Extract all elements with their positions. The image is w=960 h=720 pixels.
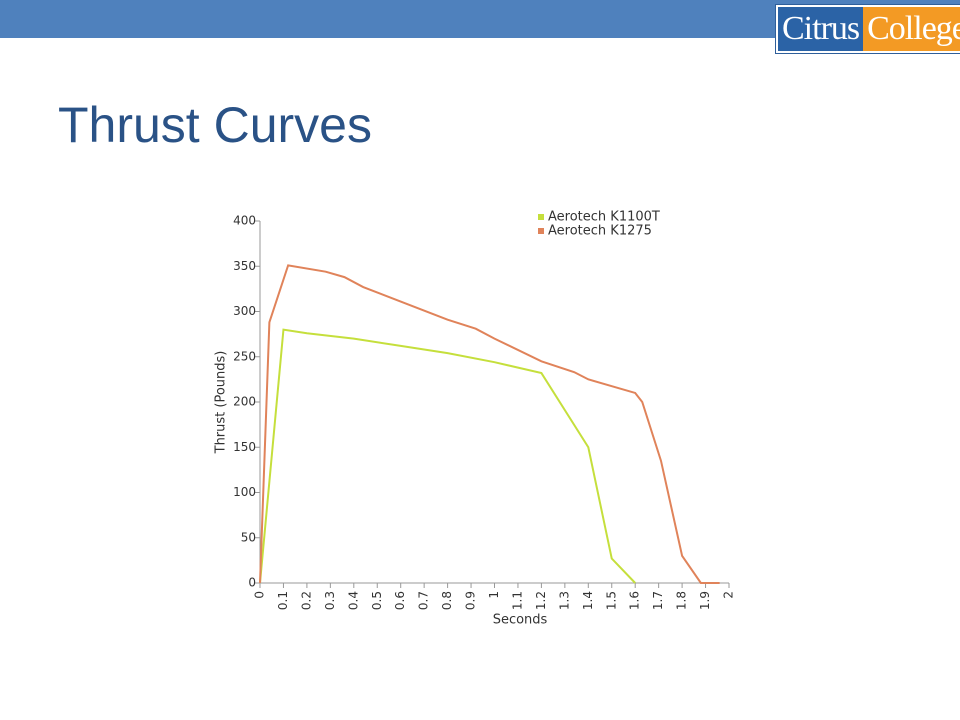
y-tick-label: 400 bbox=[233, 214, 256, 228]
slide-title: Thrust Curves bbox=[58, 97, 372, 153]
y-tick-label: 50 bbox=[241, 530, 256, 544]
y-tick-label: 200 bbox=[233, 395, 256, 409]
legend-label: Aerotech K1275 bbox=[548, 224, 652, 239]
legend-label: Aerotech K1100T bbox=[548, 210, 660, 225]
logo: Citrus College bbox=[775, 4, 960, 54]
x-tick-label: 1.9 bbox=[698, 591, 712, 610]
x-tick-label: 0.7 bbox=[417, 591, 431, 610]
x-tick-label: 1.1 bbox=[510, 591, 524, 610]
logo-left: Citrus bbox=[778, 7, 864, 51]
legend-swatch bbox=[538, 228, 544, 234]
y-tick-label: 0 bbox=[248, 576, 256, 590]
x-tick-label: 1 bbox=[487, 591, 501, 599]
x-axis-label: Seconds bbox=[493, 613, 548, 628]
x-tick-label: 0.5 bbox=[370, 591, 384, 610]
x-tick-label: 1.6 bbox=[628, 591, 642, 610]
x-tick-label: 0.8 bbox=[440, 591, 454, 610]
series-line bbox=[259, 328, 636, 584]
y-tick-label: 250 bbox=[233, 349, 256, 363]
x-tick-label: 1.7 bbox=[651, 591, 665, 610]
x-tick-label: 1.3 bbox=[557, 591, 571, 610]
x-tick-label: 0.4 bbox=[346, 591, 360, 610]
y-tick-label: 100 bbox=[233, 485, 256, 499]
series-line bbox=[259, 264, 720, 584]
y-tick-label: 300 bbox=[233, 304, 256, 318]
x-tick-label: 0.2 bbox=[299, 591, 313, 610]
x-tick-label: 2 bbox=[722, 591, 736, 599]
x-tick-label: 0 bbox=[253, 591, 267, 599]
x-tick-label: 1.8 bbox=[675, 591, 689, 610]
x-tick-label: 1.5 bbox=[604, 591, 618, 610]
y-tick-label: 350 bbox=[233, 259, 256, 273]
x-tick-label: 0.3 bbox=[323, 591, 337, 610]
logo-right: College bbox=[863, 7, 960, 51]
x-tick-label: 0.6 bbox=[393, 591, 407, 610]
x-tick-label: 1.4 bbox=[581, 591, 595, 610]
x-tick-label: 0.9 bbox=[464, 591, 478, 610]
x-tick-label: 1.2 bbox=[534, 591, 548, 610]
y-tick-label: 150 bbox=[233, 440, 256, 454]
legend-swatch bbox=[538, 214, 544, 220]
y-axis-label: Thrust (Pounds) bbox=[214, 351, 229, 455]
x-tick-label: 0.1 bbox=[276, 591, 290, 610]
